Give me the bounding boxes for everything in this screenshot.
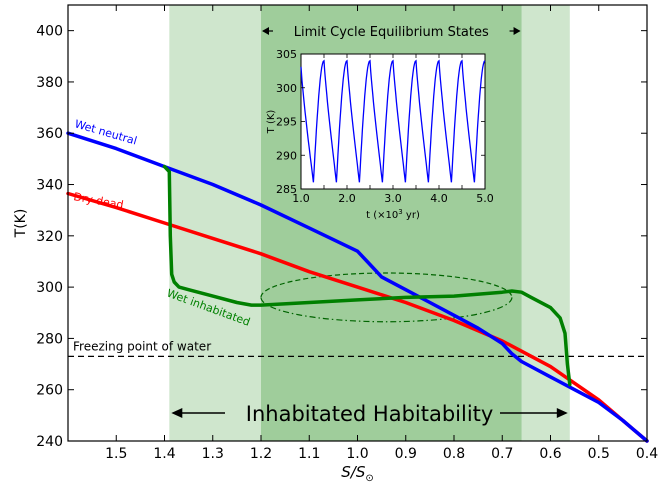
inset-x-axis-label-exponent: 3	[398, 208, 402, 216]
habitability-arrow-left-head	[171, 408, 183, 418]
inset-x-axis-label: t (×103 yr)	[366, 208, 420, 221]
series-line-dry-dead	[66, 191, 649, 443]
inset-y-tick-label: 305	[276, 48, 297, 61]
x-tick-label: 0.4	[636, 446, 658, 462]
series-line-wet-neutral	[66, 131, 649, 443]
limit-cycle-lower-branch	[260, 297, 513, 323]
inset-x-tick-label: 5.0	[476, 192, 494, 205]
inset-x-tick-label: 1.0	[292, 192, 310, 205]
y-tick-label: 300	[36, 280, 63, 296]
y-tick-label: 400	[36, 24, 63, 40]
inhabitated-habitability-annotation: Inhabitated Habitability	[246, 402, 494, 426]
series-line-wet-inhabitated	[162, 164, 572, 387]
main-axes: 1.5 1.4 1.3 1.2 1.1 1.0 0.9 0.8 0.7 0.6 0.5 0.4 240 2…	[13, 4, 658, 484]
habitability-arrow-right-head	[556, 408, 568, 418]
x-tick-label: 1.4	[153, 446, 175, 462]
inset-temperature-series	[300, 59, 486, 183]
inset-y-tick-label: 295	[276, 116, 297, 129]
x-axis-label-subscript: ⊙	[365, 473, 373, 484]
series-label-dry-dead: Dry dead	[72, 190, 124, 212]
x-tick-label: 0.6	[539, 446, 561, 462]
series-label-wet-neutral: Wet neutral	[73, 117, 138, 147]
annotations: Limit Cycle Equilibrium States Inhabitate…	[171, 25, 568, 426]
x-tick-label: 1.0	[346, 446, 368, 462]
y-tick-label: 380	[36, 75, 63, 91]
x-tick-label: 0.9	[395, 446, 417, 462]
inset-x-axis-label-unit: yr)	[403, 210, 420, 221]
y-tick-label: 320	[36, 229, 63, 245]
inset-x-tick-label: 3.0	[384, 192, 402, 205]
y-axis-label: T(K)	[13, 209, 29, 239]
x-axis-label: S/S⊙	[341, 463, 374, 484]
inset-y-axis-label: T (K)	[266, 110, 277, 135]
inset-frame	[300, 53, 486, 190]
freezing-point-label: Freezing point of water	[73, 339, 211, 353]
x-tick-label: 1.3	[202, 446, 224, 462]
freezing-line-layer: Freezing point of water	[68, 339, 647, 357]
limit-cycle-arrow-right-head	[513, 27, 521, 35]
x-tick-label: 1.1	[298, 446, 320, 462]
y-tick-label: 240	[36, 434, 63, 450]
limit-cycle-upper-branch	[260, 272, 513, 298]
limit-cycle-arrow-left-head	[262, 27, 269, 35]
inset-y-tick-label: 290	[276, 149, 297, 162]
inset-y-tick-label: 300	[276, 82, 297, 95]
y-tick-label: 260	[36, 383, 63, 399]
inset-y-tick-label: 285	[276, 183, 297, 196]
x-tick-label: 1.2	[250, 446, 272, 462]
limit-cycle-annotation: Limit Cycle Equilibrium States	[294, 25, 489, 40]
limit-cycle-region	[260, 272, 513, 323]
x-tick-label: 1.5	[105, 446, 127, 462]
inset-plot: 1.0 2.0 3.0 4.0 5.0 285 290 295 300 305 T (K) t (×1…	[266, 48, 494, 221]
x-tick-label: 0.7	[491, 446, 513, 462]
x-tick-label: 0.5	[588, 446, 610, 462]
y-tick-label: 280	[36, 331, 63, 347]
y-tick-label: 340	[36, 178, 63, 194]
x-tick-label: 0.8	[443, 446, 465, 462]
inset-x-tick-label: 2.0	[338, 192, 356, 205]
inset-x-tick-label: 4.0	[430, 192, 448, 205]
y-tick-label: 360	[36, 126, 63, 142]
